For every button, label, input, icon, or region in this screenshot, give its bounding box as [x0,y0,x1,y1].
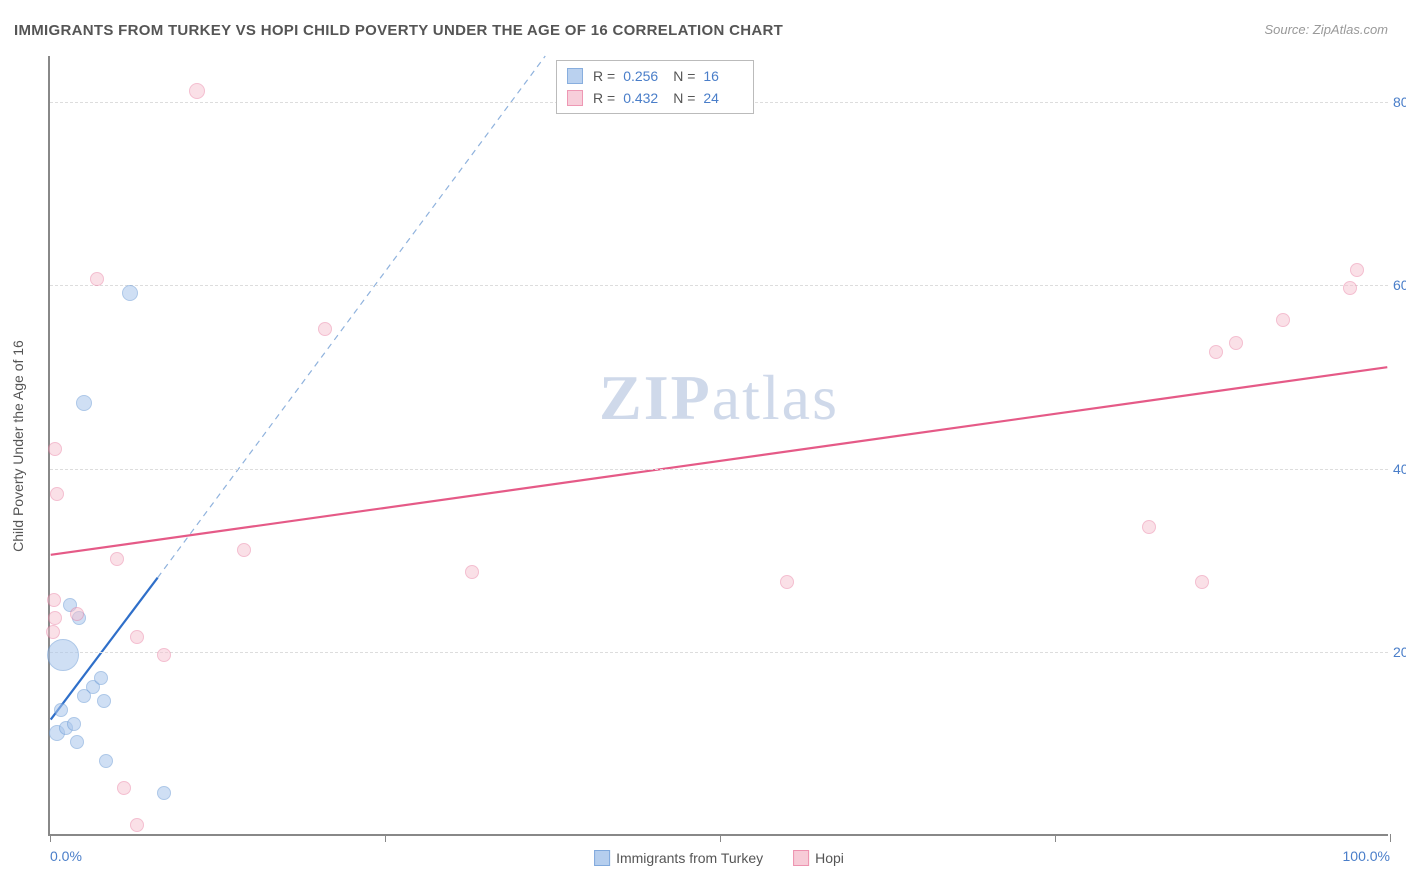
r-label: R = [593,87,615,109]
legend-item: Immigrants from Turkey [594,850,763,866]
y-tick-label: 80.0% [1393,94,1406,110]
data-point-turkey [94,671,108,685]
y-tick-label: 60.0% [1393,277,1406,293]
data-point-hopi [1229,336,1243,350]
y-axis-label: Child Poverty Under the Age of 16 [10,340,26,552]
legend-swatch [793,850,809,866]
data-point-turkey [47,639,79,671]
legend-swatch [567,68,583,84]
grid-line-h [50,285,1388,286]
legend-swatch [567,90,583,106]
data-point-hopi [157,648,171,662]
x-tick [1055,834,1056,842]
data-point-hopi [318,322,332,336]
plot-area: ZIPatlas Immigrants from TurkeyHopi 20.0… [48,56,1388,836]
source-label: Source: ZipAtlas.com [1264,22,1388,37]
data-point-hopi [130,630,144,644]
data-point-hopi [1142,520,1156,534]
regression-line [158,56,546,578]
data-point-hopi [50,487,64,501]
legend-stats-row: R = 0.432 N = 24 [567,87,743,109]
n-value: 16 [703,65,743,87]
data-point-hopi [47,593,61,607]
data-point-hopi [46,625,60,639]
grid-line-h [50,469,1388,470]
legend-bottom: Immigrants from Turkey Hopi [594,850,844,866]
data-point-hopi [48,442,62,456]
data-point-turkey [97,694,111,708]
data-point-turkey [77,689,91,703]
x-tick [50,834,51,842]
data-point-turkey [67,717,81,731]
watermark-rest: atlas [712,362,839,433]
data-point-turkey [76,395,92,411]
legend-item: Hopi [793,850,844,866]
data-point-hopi [117,781,131,795]
data-point-hopi [1209,345,1223,359]
data-point-turkey [54,703,68,717]
data-point-turkey [122,285,138,301]
x-tick [720,834,721,842]
data-point-hopi [189,83,205,99]
watermark-bold: ZIP [599,362,712,433]
grid-line-h [50,652,1388,653]
x-tick [1390,834,1391,842]
watermark: ZIPatlas [599,361,839,435]
data-point-turkey [157,786,171,800]
x-tick-label: 0.0% [50,848,82,864]
n-label: N = [673,87,695,109]
data-point-hopi [48,611,62,625]
y-tick-label: 40.0% [1393,461,1406,477]
data-point-hopi [465,565,479,579]
y-tick-label: 20.0% [1393,644,1406,660]
data-point-hopi [90,272,104,286]
x-tick-label: 100.0% [1343,848,1390,864]
data-point-hopi [110,552,124,566]
legend-stats: R = 0.256 N = 16 R = 0.432 N = 24 [556,60,754,114]
legend-stats-row: R = 0.256 N = 16 [567,65,743,87]
x-tick [385,834,386,842]
n-value: 24 [703,87,743,109]
regression-line [51,367,1388,555]
data-point-hopi [130,818,144,832]
chart-title: IMMIGRANTS FROM TURKEY VS HOPI CHILD POV… [14,22,783,39]
data-point-hopi [1350,263,1364,277]
data-point-hopi [237,543,251,557]
r-value: 0.432 [623,87,663,109]
correlation-chart: IMMIGRANTS FROM TURKEY VS HOPI CHILD POV… [0,0,1406,892]
data-point-hopi [70,607,84,621]
data-point-hopi [780,575,794,589]
data-point-hopi [1195,575,1209,589]
legend-label: Immigrants from Turkey [616,850,763,866]
data-point-turkey [70,735,84,749]
data-point-turkey [99,754,113,768]
legend-label: Hopi [815,850,844,866]
legend-swatch [594,850,610,866]
r-label: R = [593,65,615,87]
data-point-hopi [1276,313,1290,327]
regression-lines-svg [50,56,1388,834]
r-value: 0.256 [623,65,663,87]
n-label: N = [673,65,695,87]
data-point-hopi [1343,281,1357,295]
